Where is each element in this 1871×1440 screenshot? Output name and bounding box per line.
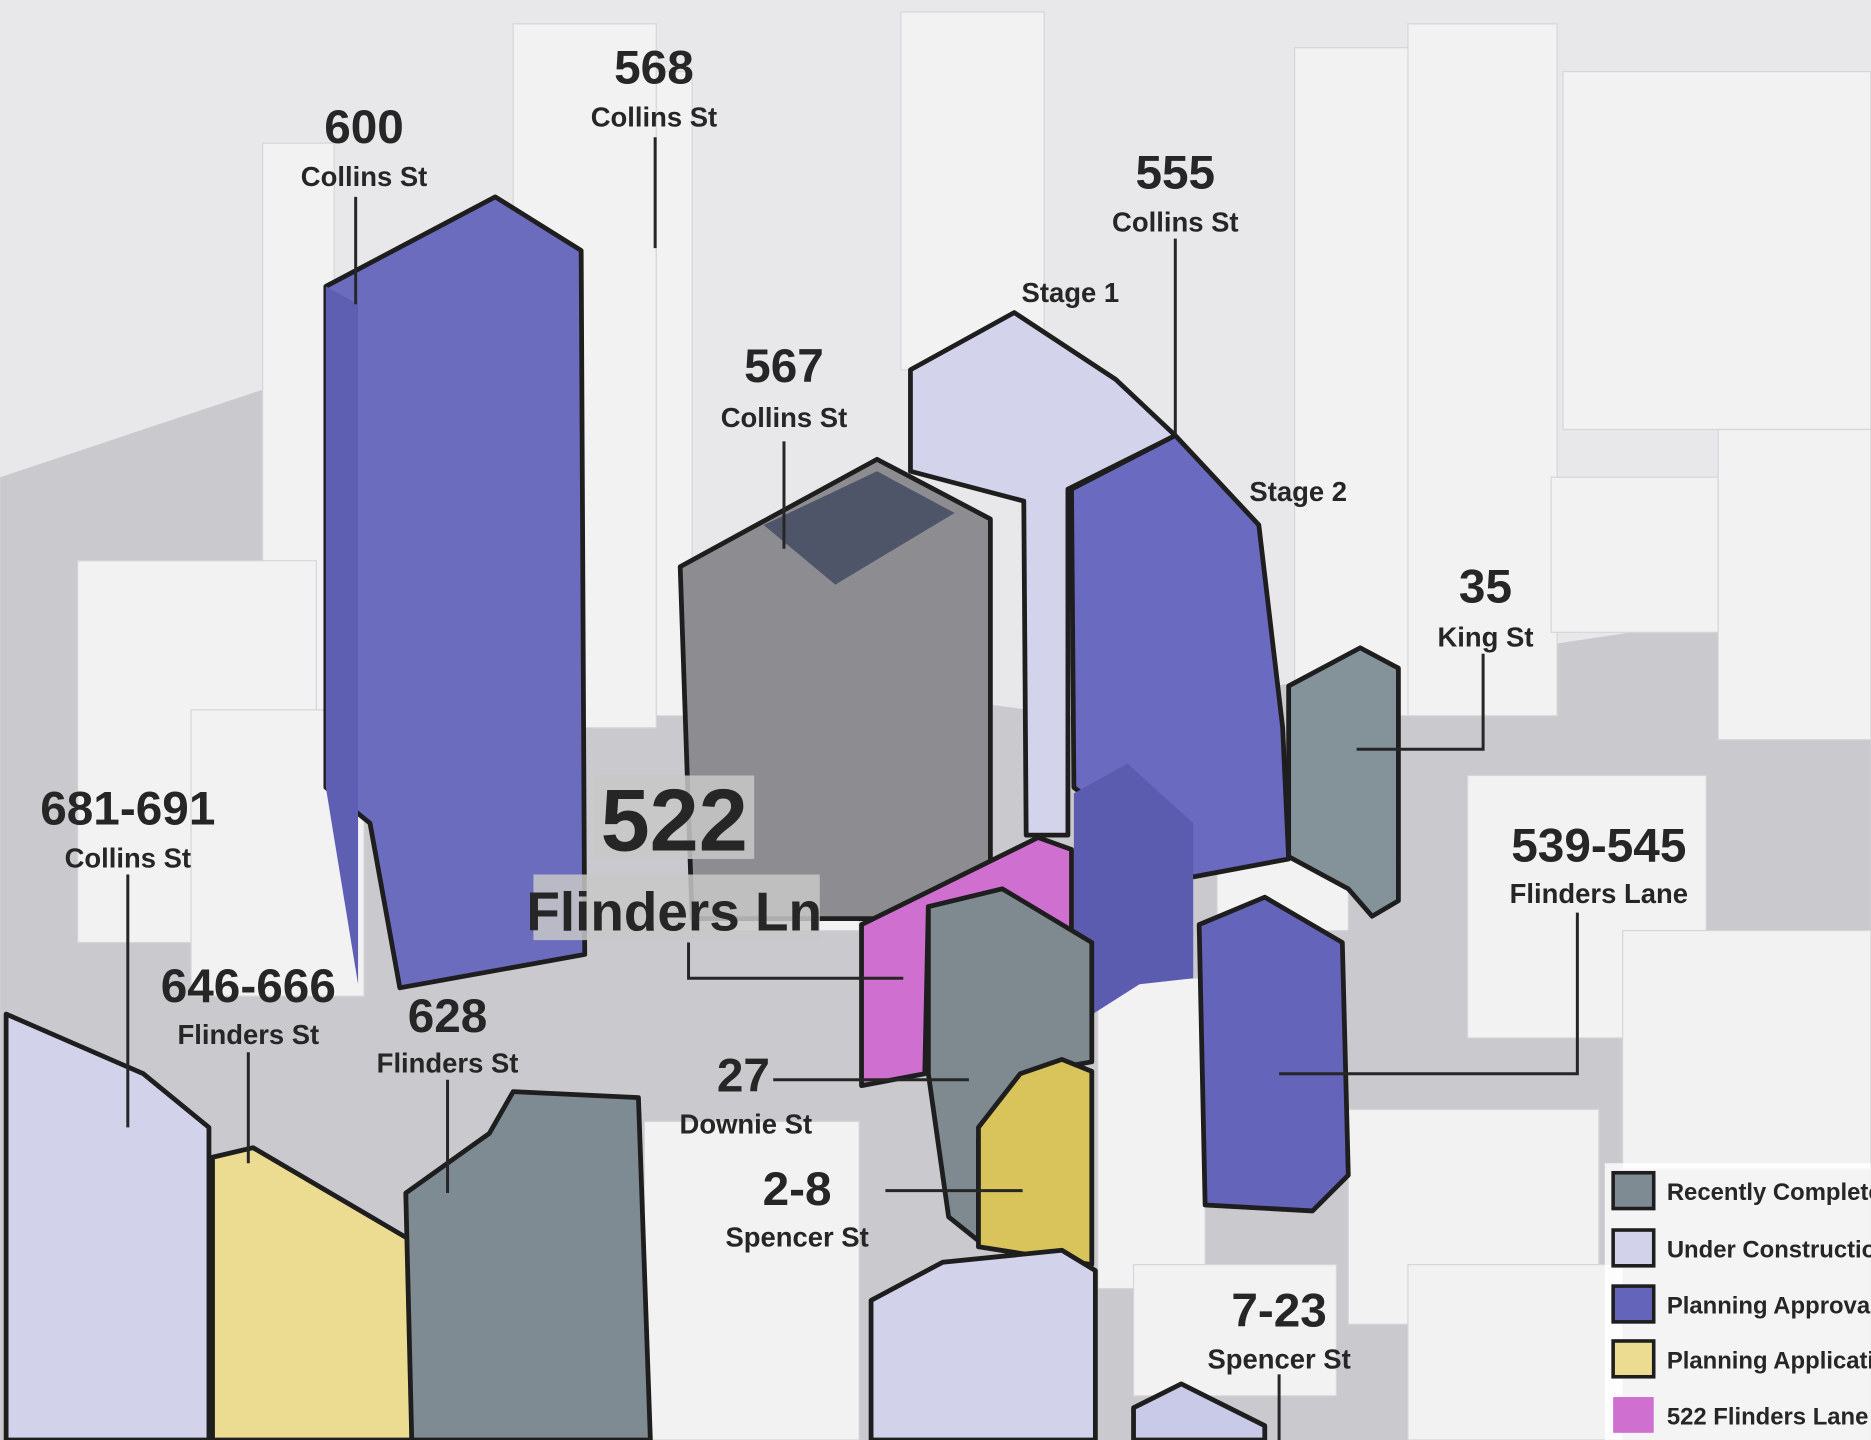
label-street: King St: [1438, 622, 1534, 653]
legend: Recently Completed Under Construction Pl…: [1605, 1163, 1871, 1440]
label-number: 567: [744, 340, 824, 393]
label-street: Collins St: [301, 161, 427, 192]
label-number: 35: [1459, 560, 1512, 613]
building-539-545-flinders: [1199, 897, 1348, 1211]
label-street: Spencer St: [725, 1222, 868, 1253]
label-street: Flinders St: [177, 1019, 319, 1050]
label-number: 539-545: [1511, 819, 1686, 872]
stage-label: Stage 2: [1249, 476, 1347, 507]
label-street: Collins St: [591, 101, 717, 132]
legend-label: Planning Application: [1667, 1347, 1871, 1374]
label-number: 646-666: [161, 960, 336, 1013]
label-number: 555: [1135, 147, 1215, 200]
label-number: 27: [717, 1050, 770, 1103]
label-street: Downie St: [680, 1108, 813, 1139]
stage-label: Stage 1: [1022, 277, 1120, 308]
legend-label: Planning Approval: [1667, 1293, 1871, 1320]
legend-label: Under Construction: [1667, 1236, 1871, 1263]
label-street: Flinders Lane: [1510, 878, 1688, 909]
label-street: Flinders St: [377, 1048, 519, 1079]
label-number: 681-691: [40, 782, 215, 835]
label-number: 600: [324, 101, 404, 154]
label-number: 628: [408, 990, 488, 1043]
site-street: Flinders Ln: [526, 881, 822, 943]
label-number: 568: [614, 42, 694, 95]
label-street: Collins St: [65, 842, 191, 873]
label-number: 7-23: [1231, 1285, 1327, 1338]
label-street: Collins St: [721, 402, 847, 433]
label-street: Spencer St: [1207, 1343, 1350, 1374]
label-number: 2-8: [763, 1163, 832, 1216]
site-context-render: 568 Collins St 600 Collins St 555 Collin…: [0, 0, 1871, 1440]
legend-label: 522 Flinders Lane: [1667, 1403, 1869, 1430]
label-street: Collins St: [1112, 206, 1238, 237]
legend-label: Recently Completed: [1667, 1179, 1871, 1206]
site-number: 522: [601, 771, 748, 870]
